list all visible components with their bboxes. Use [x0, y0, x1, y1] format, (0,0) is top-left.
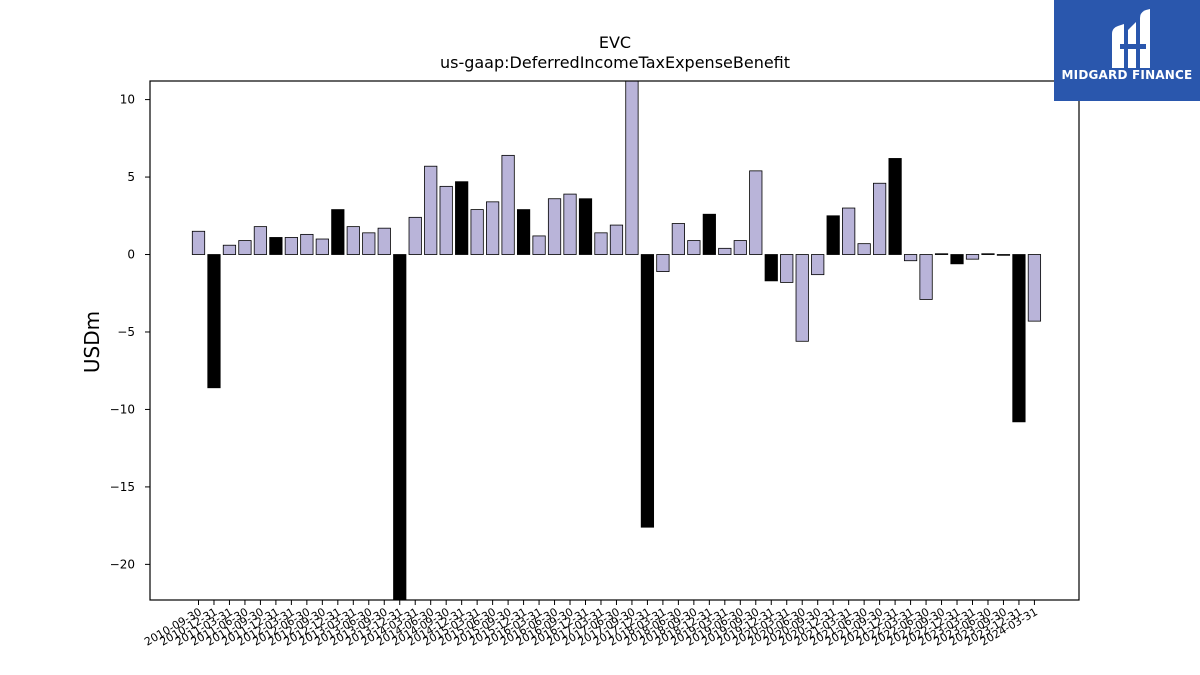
y-tick-label: −10	[110, 402, 135, 416]
bar-2016-06-30	[547, 198, 562, 255]
y-tick-label: −5	[117, 325, 135, 339]
bar-2017-09-30	[625, 80, 639, 255]
plot-frame	[149, 80, 1080, 601]
bar-2013-03-31	[346, 226, 360, 255]
bar-2016-03-31	[532, 235, 546, 255]
x-ticks-group: 2010-09-302010-12-312011-03-312011-06-30…	[142, 600, 1040, 649]
bar-2016-09-30	[563, 193, 577, 255]
y-tick-label: 5	[127, 170, 135, 184]
bar-2013-06-30	[362, 232, 376, 255]
bar-2012-09-30	[315, 238, 329, 255]
bar-2021-06-30	[857, 243, 871, 255]
brand-logo: MIDGARD FINANCE	[1054, 0, 1200, 101]
bar-2022-03-31	[903, 254, 918, 262]
bar-2022-12-31	[950, 254, 964, 265]
bar-2017-03-31	[594, 232, 608, 255]
bar-2013-12-31	[393, 254, 407, 601]
bar-2019-09-30	[749, 170, 763, 255]
y-tick-label: 10	[120, 93, 135, 107]
bars-group	[191, 80, 1042, 601]
chart-title: EVC	[599, 33, 631, 52]
chart-subtitle: us-gaap:DeferredIncomeTaxExpenseBenefit	[440, 53, 790, 72]
bar-2012-06-30	[300, 233, 314, 255]
bar-2022-09-30	[934, 253, 949, 255]
y-ticks-group: 10 5 0 −5 −10 −15 −20	[110, 93, 150, 571]
midgard-logo-icon	[1112, 9, 1150, 68]
bar-2023-06-30	[981, 253, 995, 255]
bar-2016-12-31	[578, 198, 593, 255]
bar-2018-06-30	[671, 223, 685, 255]
bar-2020-06-30	[795, 254, 809, 342]
bar-2011-06-30	[238, 240, 252, 255]
bar-2014-06-30	[424, 165, 438, 255]
bar-2011-12-31	[269, 237, 283, 255]
bar-2024-03-31	[1027, 254, 1042, 322]
bar-2015-06-30	[486, 201, 500, 255]
brand-logo-text: MIDGARD FINANCE	[1061, 68, 1193, 82]
y-tick-label: −15	[110, 480, 135, 494]
bar-2020-03-31	[780, 254, 794, 283]
y-tick-label: −20	[110, 557, 135, 571]
bar-2019-06-30	[733, 240, 747, 255]
y-axis-label: USDm	[80, 311, 104, 373]
bar-2017-06-30	[609, 224, 624, 255]
bar-2011-09-30	[253, 226, 268, 255]
bar-2013-09-30	[377, 227, 391, 255]
bar-2021-03-31	[842, 207, 856, 255]
bar-2015-09-30	[501, 154, 515, 255]
bar-2022-06-30	[919, 254, 933, 300]
bar-2018-12-31	[702, 213, 716, 255]
y-tick-label: 0	[127, 248, 135, 262]
bar-2017-12-31	[640, 254, 655, 528]
bar-2023-09-30	[996, 254, 1011, 256]
bar-2015-03-31	[470, 209, 484, 255]
bar-2018-09-30	[687, 240, 701, 255]
bar-2019-03-31	[718, 247, 732, 255]
bar-2023-12-31	[1012, 254, 1026, 423]
bar-2019-12-31	[764, 254, 778, 282]
bar-2018-03-31	[656, 254, 670, 272]
bar-2014-12-31	[455, 181, 469, 255]
bar-2020-12-31	[826, 215, 840, 255]
bar-2010-09-30	[191, 230, 206, 255]
bar-2012-03-31	[284, 237, 298, 255]
bar-2014-03-31	[408, 216, 422, 255]
bar-2011-03-31	[222, 244, 237, 255]
bar-2023-03-31	[965, 254, 980, 260]
bar-2021-09-30	[873, 182, 887, 255]
bar-2014-09-30	[439, 185, 453, 255]
bar-2020-09-30	[811, 254, 825, 276]
bar-2012-12-31	[331, 209, 345, 255]
bar-2021-12-31	[888, 158, 902, 255]
bar-2015-12-31	[516, 209, 531, 255]
bar-2010-12-31	[207, 254, 221, 389]
